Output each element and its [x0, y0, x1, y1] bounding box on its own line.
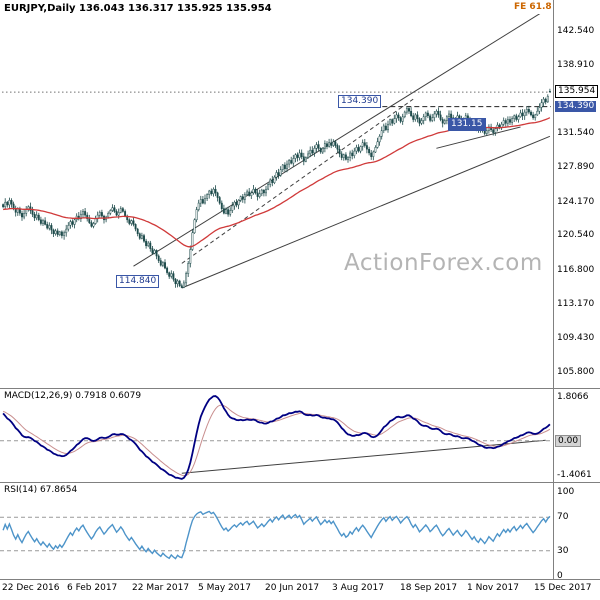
- macd-line: [2, 395, 551, 480]
- macd-zero-tag: 0.00: [555, 435, 582, 447]
- fib-expansion-label: FE 61.8: [514, 2, 552, 12]
- date-label: 18 Sep 2017: [400, 583, 458, 593]
- current-price-tag: 135.954: [555, 85, 599, 98]
- date-label: 3 Aug 2017: [332, 583, 384, 593]
- date-label: 22 Dec 2016: [2, 583, 60, 593]
- macd-indicator-label: MACD(12,26,9) 0.7918 0.6079: [4, 391, 142, 401]
- price-tick-label: 105.800: [557, 367, 595, 377]
- price-tick-label: 120.540: [557, 230, 595, 240]
- date-label: 20 Jun 2017: [265, 583, 320, 593]
- chart-title: EURJPY,Daily 136.043 136.317 135.925 135…: [4, 3, 272, 14]
- date-label: 1 Nov 2017: [467, 583, 519, 593]
- candlestick-series: [2, 88, 551, 289]
- date-label: 6 Feb 2017: [67, 583, 118, 593]
- price-tick-label: 131.540: [557, 128, 595, 138]
- price-level-callout: 134.390: [338, 95, 382, 108]
- price-level-callout: 114.840: [116, 275, 160, 288]
- price-tick-label: 124.170: [557, 197, 595, 207]
- macd-tick-label: 1.8066: [557, 392, 589, 402]
- watermark: ActionForex.com: [344, 250, 543, 276]
- price-tick-label: 109.430: [557, 333, 595, 343]
- price-tick-label: 113.170: [557, 299, 595, 309]
- rsi-indicator-label: RSI(14) 67.8654: [4, 485, 78, 495]
- resistance-price-tag: 134.390: [555, 101, 597, 112]
- trendlines: [133, 14, 551, 474]
- date-label: 22 Mar 2017: [132, 583, 190, 593]
- macd-tick-label: -1.4061: [557, 470, 592, 480]
- panel-dividers: [0, 0, 600, 580]
- price-level-lines: [2, 91, 551, 108]
- rsi-tick-label: 0: [557, 571, 563, 581]
- price-tick-label: 138.910: [557, 60, 595, 70]
- date-label: 15 Dec 2017: [534, 583, 592, 593]
- price-level-callout: 131.15: [448, 118, 486, 131]
- rsi-tick-label: 30: [557, 546, 569, 556]
- price-tick-label: 142.540: [557, 26, 595, 36]
- price-tick-label: 127.890: [557, 162, 595, 172]
- rsi-tick-label: 100: [557, 487, 575, 497]
- rsi-tick-label: 70: [557, 512, 569, 522]
- rsi-line: [2, 510, 551, 560]
- date-label: 5 May 2017: [198, 583, 251, 593]
- price-tick-label: 116.800: [557, 265, 595, 275]
